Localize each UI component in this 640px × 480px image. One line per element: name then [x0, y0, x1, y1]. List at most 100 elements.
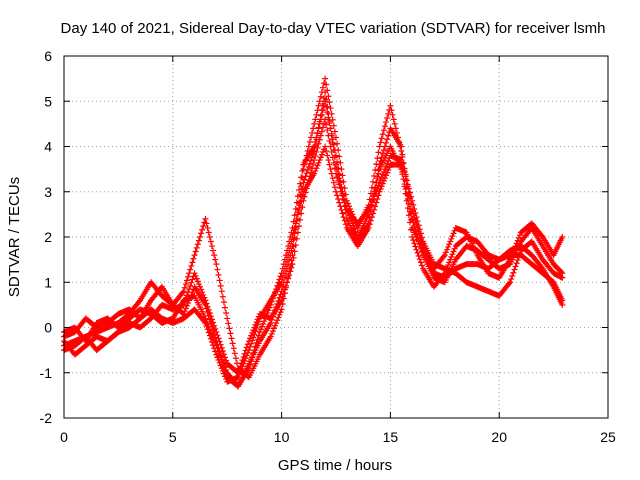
trace-marker: [417, 259, 424, 266]
data-point: [311, 143, 318, 150]
trace-marker: [326, 138, 333, 145]
trace-marker: [443, 246, 450, 253]
trace-marker: [314, 129, 321, 136]
trace-marker: [281, 256, 288, 263]
trace-marker: [217, 353, 224, 360]
trace-marker: [447, 256, 454, 263]
trace-marker: [339, 210, 346, 217]
trace-marker: [415, 222, 422, 229]
data-point: [300, 179, 307, 186]
trace-marker: [206, 310, 213, 317]
trace-marker: [247, 361, 254, 368]
trace-marker: [186, 286, 193, 293]
trace-marker: [377, 139, 384, 146]
trace-marker: [415, 253, 422, 260]
trace-marker: [445, 243, 452, 250]
x-tick-label: 25: [600, 429, 616, 445]
trace-marker: [243, 344, 250, 351]
trace-marker: [373, 187, 380, 194]
trace-marker: [203, 300, 210, 307]
trace-marker: [384, 114, 391, 121]
trace-marker: [505, 280, 512, 287]
trace-marker: [403, 177, 410, 184]
trace-marker: [227, 330, 234, 337]
trace-marker: [254, 316, 261, 323]
trace-marker: [270, 292, 277, 299]
data-point: [224, 315, 231, 322]
trace-marker: [276, 311, 283, 318]
trace-marker: [294, 211, 301, 218]
trace-marker: [341, 203, 348, 210]
trace-marker: [205, 229, 212, 236]
trace-marker: [204, 224, 211, 231]
trace-marker: [287, 268, 294, 275]
trace-marker: [204, 320, 211, 327]
trace-marker: [303, 170, 310, 177]
trace-marker: [340, 214, 347, 221]
trace-marker: [252, 321, 259, 328]
trace-marker: [194, 241, 201, 248]
trace-marker: [404, 181, 411, 188]
trace-marker: [298, 210, 305, 217]
y-tick-label: 1: [44, 274, 52, 290]
data-point: [559, 274, 566, 281]
trace-marker: [276, 276, 283, 283]
trace-marker: [327, 125, 334, 132]
trace-marker: [312, 153, 319, 160]
trace-marker: [325, 132, 332, 139]
trace-marker: [248, 357, 255, 364]
series-day-c: [61, 143, 566, 385]
trace-marker: [446, 259, 453, 266]
trace-marker: [366, 214, 373, 221]
trace-marker: [211, 252, 218, 259]
trace-marker: [219, 367, 226, 374]
trace-marker: [247, 335, 254, 342]
trace-marker: [307, 134, 314, 141]
trace-marker: [249, 354, 256, 361]
trace-marker: [239, 357, 246, 364]
trace-marker: [367, 201, 374, 208]
trace-marker: [212, 256, 219, 263]
trace-marker: [385, 167, 392, 174]
trace-marker: [296, 186, 303, 193]
trace-marker: [442, 249, 449, 256]
trace-marker: [211, 337, 218, 344]
trace-marker: [313, 148, 320, 155]
trace-marker: [379, 180, 386, 187]
trace-marker: [282, 282, 289, 289]
trace-marker: [186, 270, 193, 277]
trace-marker: [388, 107, 395, 114]
data-point: [213, 329, 220, 336]
y-tick-label: 0: [44, 320, 52, 336]
data-point: [245, 338, 252, 345]
trace-marker: [375, 182, 382, 189]
trace-marker: [217, 362, 224, 369]
trace-marker: [327, 143, 334, 150]
series-day-b: [61, 89, 566, 390]
trace-marker: [315, 125, 322, 132]
trace-marker: [240, 353, 247, 360]
data-point: [559, 234, 566, 240]
data-point: [322, 143, 329, 150]
trace-marker: [297, 180, 304, 187]
trace-marker: [200, 223, 207, 230]
trace-marker: [181, 284, 188, 291]
data-point: [289, 224, 296, 231]
trace-marker: [181, 308, 188, 315]
trace-marker: [286, 238, 293, 245]
trace-marker: [304, 167, 311, 174]
trace-marker: [251, 324, 258, 331]
trace-marker: [291, 212, 298, 219]
trace-marker: [336, 171, 343, 178]
trace-marker: [319, 84, 326, 91]
trace-marker: [380, 147, 387, 154]
trace-marker: [269, 328, 276, 335]
trace-marker: [183, 277, 190, 284]
trace-marker: [400, 159, 407, 166]
trace-marker: [337, 159, 344, 166]
data-point: [507, 279, 514, 286]
trace-marker: [223, 367, 230, 374]
y-tick-label: 5: [44, 93, 52, 109]
trace-marker: [250, 327, 257, 334]
trace-marker: [288, 229, 295, 236]
